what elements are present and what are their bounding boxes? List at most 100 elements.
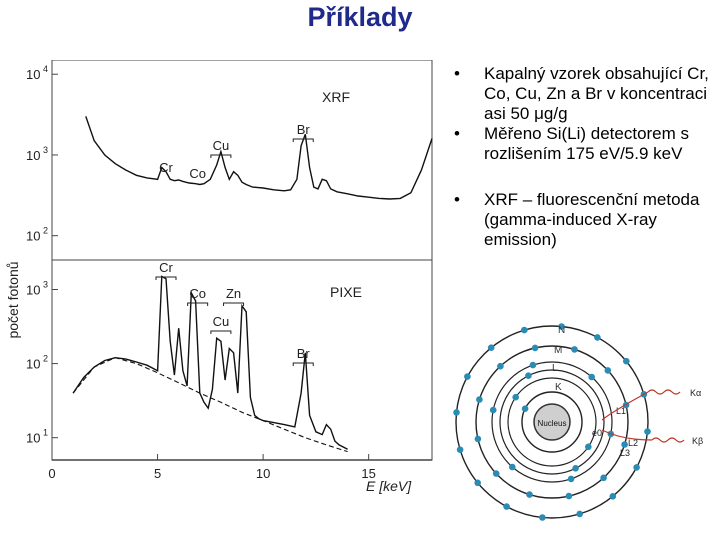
xrf-y-ticks: 10 2 10 3 10 4 — [26, 64, 58, 244]
electron — [456, 446, 464, 453]
electron — [487, 344, 495, 351]
x-tick-label: 5 — [154, 466, 161, 481]
electrons — [453, 323, 651, 521]
electron — [453, 409, 460, 416]
x-tick-label: 10 — [256, 466, 270, 481]
bullet-item-detector: • Měřeno Si(Li) detectorem s rozlišením … — [452, 124, 720, 164]
xrf-peak-bracket — [210, 154, 232, 158]
electron — [529, 361, 537, 369]
xrf-spectrum-line — [85, 116, 433, 200]
electron — [489, 406, 497, 414]
electron — [503, 503, 510, 510]
xrf-peak-label-cu: Cu — [213, 138, 230, 153]
pixe-peak-labels: Cr Co Zn Cu Br — [155, 260, 314, 366]
shell-m — [475, 345, 629, 499]
pixe-y-tick-label: 10 3 — [26, 279, 48, 297]
subshell-label-l1: L1 — [616, 406, 626, 416]
pixe-peak-label-br: Br — [297, 346, 311, 361]
electron — [576, 510, 583, 518]
xrf-peak-bracket — [292, 138, 314, 142]
xrf-y-tick-label: 10 3 — [26, 145, 48, 163]
bullet-text-sample: Kapalný vzorek obsahující Cr, Co, Cu, Zn… — [484, 64, 709, 123]
electron — [521, 405, 529, 412]
pixe-peak-bracket — [292, 362, 314, 366]
bullet-dot: • — [454, 124, 460, 143]
y-axis-label: počet fotonů — [5, 261, 21, 338]
electron — [509, 463, 516, 471]
shell-label-n: N — [558, 325, 565, 336]
nucleus-label: Nucleus — [538, 419, 567, 428]
transition-arrow-alpha — [601, 391, 649, 421]
electron — [621, 441, 628, 448]
pixe-y-tick-exponent: 1 — [40, 428, 48, 438]
shell-l3 — [491, 361, 613, 483]
bullet-text-detector: Měřeno Si(Li) detectorem s rozlišením 17… — [484, 124, 690, 163]
pixe-peak-label-co: Co — [189, 286, 206, 301]
shell-label-m: M — [554, 345, 562, 356]
pixe-panel-label: PIXE — [330, 284, 362, 300]
electron — [521, 326, 528, 334]
bullet-text-unit: g/g — [543, 104, 568, 123]
k-electron-label: e0 — [592, 428, 602, 438]
electron — [539, 514, 546, 521]
photon-label-beta: Kβ — [692, 436, 703, 446]
xrf-y-tick-exponent: 2 — [40, 226, 48, 236]
electron — [565, 492, 573, 500]
x-axis-ticks: 0 5 10 15 — [48, 454, 376, 481]
slide-title: Příklady — [307, 2, 413, 32]
electron — [512, 393, 519, 401]
electron — [588, 373, 595, 381]
electron — [474, 479, 481, 487]
xrf-peak-label-co: Co — [189, 166, 206, 181]
atom-diagram: Nucleus N M L K L2 L3 L1 e0 Kα Kβ — [453, 323, 703, 521]
pixe-spectrum-line — [72, 275, 348, 450]
shell-label-k: K — [555, 382, 562, 393]
pixe-peak-bracket — [223, 302, 245, 306]
xrf-panel-frame — [51, 60, 433, 261]
shell-l1 — [507, 377, 597, 467]
bullet-greek-mu: μ — [534, 104, 544, 123]
bullet-item-xrf: • XRF – fluorescenční metoda (gamma-indu… — [452, 190, 720, 250]
x-axis-label: E [keV] — [366, 478, 412, 494]
xrf-y-tick-exponent: 3 — [40, 145, 48, 155]
bullet-dot: • — [454, 190, 460, 209]
electron — [571, 346, 578, 353]
bullet-item-sample: • Kapalný vzorek obsahující Cr, Co, Cu, … — [452, 64, 720, 124]
electron — [585, 443, 592, 451]
pixe-peak-bracket — [187, 302, 209, 306]
xrf-peak-label-cr: Cr — [159, 160, 173, 175]
xrf-peak-labels: Cr Co Cu Br — [159, 122, 314, 181]
electron — [609, 493, 617, 500]
pixe-peak-bracket — [210, 330, 232, 334]
pixe-peak-label-cu: Cu — [213, 314, 230, 329]
electron — [567, 475, 575, 483]
electron — [604, 367, 612, 374]
xrf-panel-label: XRF — [322, 89, 350, 105]
electron — [531, 344, 539, 352]
x-tick-label: 15 — [361, 466, 375, 481]
electron — [644, 428, 651, 435]
xrf-y-tick-exponent: 4 — [40, 64, 48, 74]
electron — [572, 465, 579, 472]
electron — [525, 372, 532, 379]
pixe-y-tick-exponent: 2 — [40, 354, 48, 364]
electron — [600, 474, 607, 482]
bullet-text-xrf: XRF – fluorescenční metoda (gamma-induce… — [484, 190, 700, 249]
pixe-peak-bracket — [155, 276, 177, 280]
xrf-y-tick-label: 10 4 — [26, 64, 48, 82]
electron — [594, 334, 601, 341]
pixe-background-curve — [72, 357, 348, 453]
photon-label-alpha: Kα — [690, 388, 701, 398]
photon-wave-beta — [651, 437, 685, 443]
electron — [558, 323, 565, 330]
pixe-peak-label-zn: Zn — [226, 286, 241, 301]
spectrum-figure: 10 2 10 3 10 4 10 1 10 2 10 3 0 5 10 15 počet f… — [5, 60, 433, 494]
electron — [474, 435, 482, 443]
subshell-label-l3: L3 — [620, 448, 630, 458]
x-tick-label: 0 — [48, 466, 55, 481]
bullet-dot: • — [454, 64, 460, 83]
photon-wave-alpha — [647, 389, 681, 395]
xrf-y-tick-label: 10 2 — [26, 226, 48, 244]
shell-n — [455, 325, 649, 519]
pixe-y-tick-label: 10 2 — [26, 354, 48, 372]
